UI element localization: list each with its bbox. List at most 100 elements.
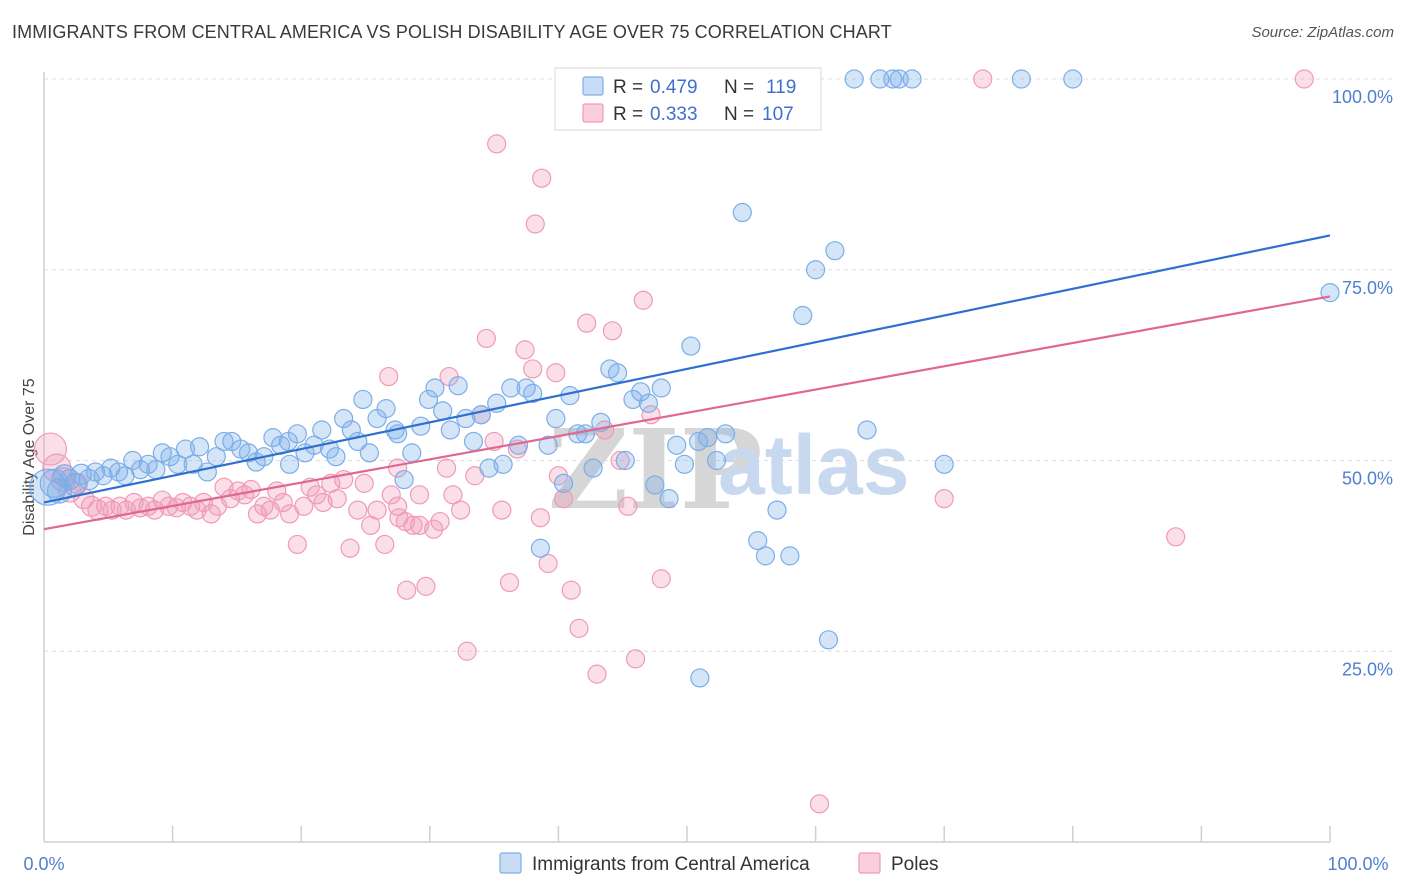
central-america-point-38 [312,420,332,440]
x-tick-label-max: 100.0% [1327,854,1388,874]
poles-point-48 [367,500,387,520]
central-america-point-86 [667,435,687,455]
poles-point-54 [409,485,430,505]
gridlines [44,78,1394,652]
central-america-point-53 [418,389,439,410]
series-central-america-points [29,69,1340,688]
poles-point-49 [375,534,395,555]
trend-lines [43,234,1331,531]
watermark-atlas: atlas [718,418,909,512]
central-america-point-69 [538,435,558,455]
central-america-point-45 [359,443,379,463]
poles-point-93 [409,515,430,535]
central-america-point-19 [168,454,188,474]
legend-r-label-2: R = [613,104,643,125]
poles-point-50 [381,485,401,505]
central-america-point-83 [645,475,665,495]
poles-point-75 [561,580,581,600]
poles-point-81 [610,450,630,471]
poles-point-0 [33,432,68,466]
central-america-point-34 [280,454,300,474]
central-america-point-71 [553,473,574,493]
legend-n-value-2: 107 [762,104,794,125]
poles-point-84 [633,290,653,310]
central-america-point-94 [748,531,768,551]
central-america-point-87 [674,454,695,474]
central-america-point-85 [659,489,679,509]
central-america-point-81 [631,382,651,402]
central-america-point-93 [732,202,752,223]
central-america-point-60 [471,405,491,425]
poles-point-73 [546,363,566,383]
central-america-point-106 [1011,69,1031,89]
poles-point-105 [1166,527,1186,547]
y-tick-label-50: 50.0% [1342,469,1393,489]
central-america-point-84 [651,378,671,398]
bottom-legend-swatch-blue [499,852,522,874]
poles-point-55 [416,576,436,596]
legend-n-label-1: N = [724,77,754,98]
central-america-point-9 [93,466,113,486]
poles-point-94 [397,580,417,600]
chart-title: IMMIGRANTS FROM CENTRAL AMERICA VS POLIS… [12,22,892,42]
y-tick-label-25: 25.0% [1342,659,1393,679]
poles-point-44 [340,538,360,558]
x-tick-label-min: 0.0% [23,854,64,874]
poles-point-87 [379,366,399,387]
central-america-point-22 [190,437,210,457]
central-america-point-51 [402,443,422,463]
poles-point-86 [651,569,671,589]
poles-point-74 [553,489,574,509]
poles-point-102 [809,794,830,814]
central-america-point-70 [546,408,566,429]
central-america-point-95 [755,546,776,566]
central-america-trend-line [43,234,1331,504]
central-america-point-114 [1320,283,1340,303]
y-axis-label: Disability Age Over 75 [21,378,38,536]
legend-swatch-pink [582,103,604,123]
poles-point-77 [577,313,597,333]
central-america-point-57 [448,376,468,396]
source-credit: Source: ZipAtlas.com [1251,24,1394,41]
poles-point-39 [307,485,327,505]
central-america-point-111 [844,69,864,89]
central-america-point-54 [425,378,445,398]
central-america-point-112 [889,69,909,89]
central-america-point-92 [715,424,736,444]
poles-point-72 [538,553,558,574]
central-america-point-68 [530,538,550,558]
poles-point-56 [424,519,444,539]
bottom-legend-label-central-america: Immigrants from Central America [532,854,810,875]
poles-point-60 [451,500,471,520]
poles-point-64 [476,328,496,349]
y-tick-label-100: 100.0% [1332,87,1393,107]
poles-point-45 [348,500,368,520]
central-america-point-98 [793,305,813,326]
central-america-point-113 [934,454,954,474]
y-tick-label-75: 75.0% [1342,278,1393,298]
central-america-point-55 [433,401,453,421]
central-america-point-108 [690,668,710,688]
central-america-point-100 [818,630,839,650]
poles-point-23 [201,504,221,524]
poles-point-106 [1294,69,1314,89]
bottom-legend: Immigrants from Central America Poles [499,852,939,875]
poles-point-83 [625,649,646,669]
central-america-point-20 [175,439,196,459]
poles-point-66 [492,500,512,520]
poles-trend-line [43,295,1331,531]
central-america-point-18 [160,447,180,467]
poles-point-92 [388,496,408,516]
poles-point-61 [457,641,477,661]
poles-point-90 [532,168,552,188]
central-america-point-107 [1063,69,1083,89]
legend-r-label-1: R = [613,77,643,98]
poles-point-80 [602,321,623,341]
central-america-point-99 [805,260,826,280]
poles-point-71 [530,508,550,528]
legend-r-value-1: 0.479 [650,77,698,98]
central-america-point-90 [697,428,718,448]
poles-point-67 [499,572,520,593]
central-america-point-59 [463,431,484,452]
